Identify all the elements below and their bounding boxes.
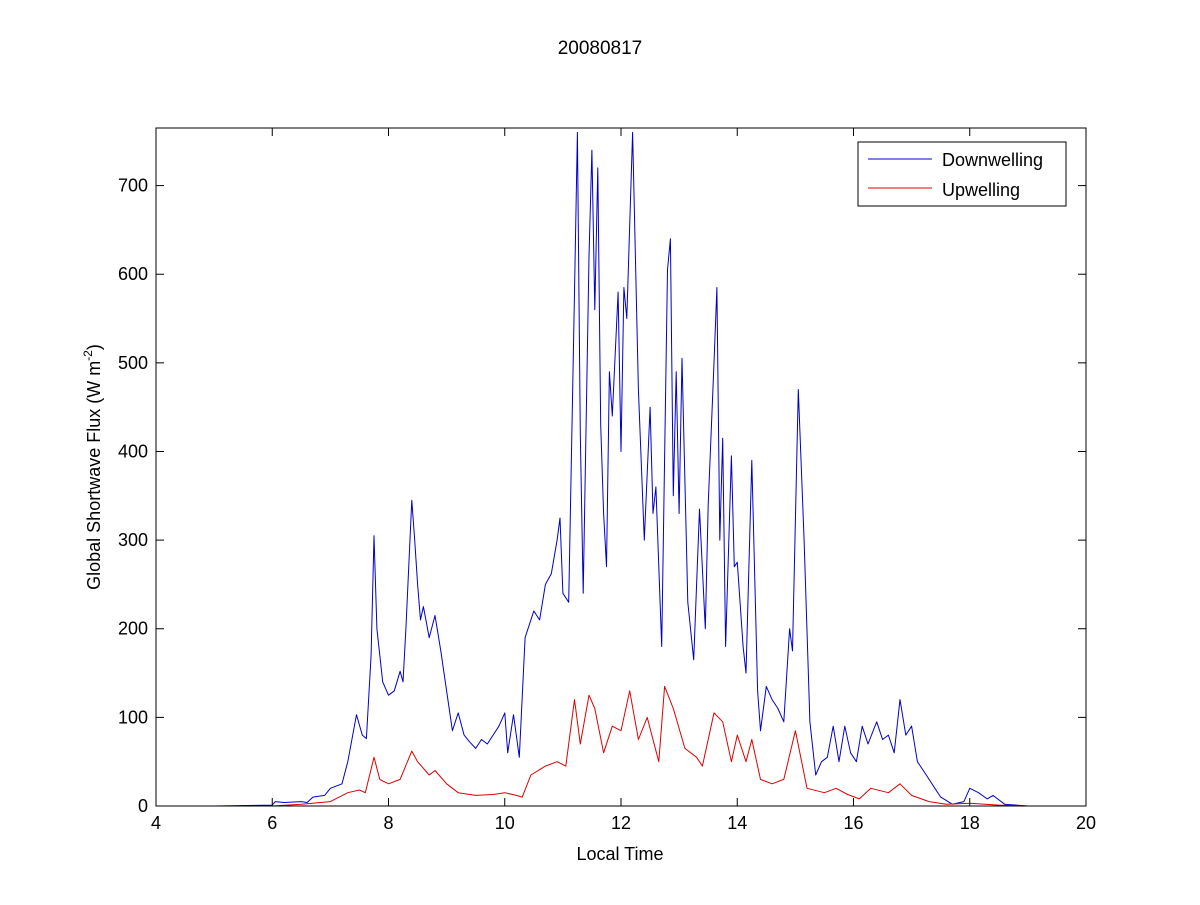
x-tick-label: 18 xyxy=(960,813,980,833)
legend-label-upwelling: Upwelling xyxy=(942,180,1020,200)
y-tick-label: 200 xyxy=(118,619,148,639)
legend-box xyxy=(857,141,1067,207)
series-line-downwelling xyxy=(167,131,1075,807)
x-tick-label: 12 xyxy=(611,813,631,833)
x-tick-label: 20 xyxy=(1076,813,1096,833)
x-tick-label: 4 xyxy=(151,813,161,833)
y-tick-label: 0 xyxy=(138,796,148,816)
x-tick-label: 10 xyxy=(495,813,515,833)
x-axis: 4 6 8 10 12 14 16 18 20 xyxy=(151,128,1096,833)
y-axis-label-superscript: -2 xyxy=(81,350,95,361)
y-axis-label-close: ) xyxy=(84,344,104,350)
y-axis-label-main: Global Shortwave Flux (W m xyxy=(84,361,104,590)
plot-area xyxy=(167,131,1075,807)
y-tick-label: 100 xyxy=(118,707,148,727)
y-tick-label: 400 xyxy=(118,441,148,461)
x-tick-label: 16 xyxy=(843,813,863,833)
x-tick-label: 14 xyxy=(727,813,747,833)
legend-label-downwelling: Downwelling xyxy=(942,150,1043,170)
chart-title: 20080817 xyxy=(558,38,643,59)
y-axis: 0 100 200 300 400 500 600 700 xyxy=(118,176,1086,816)
y-tick-label: 500 xyxy=(118,353,148,373)
y-axis-label: Global Shortwave Flux (W m-2) xyxy=(81,344,104,590)
y-tick-label: 700 xyxy=(118,176,148,196)
y-tick-label: 300 xyxy=(118,530,148,550)
x-axis-label: Local Time xyxy=(576,844,663,864)
x-tick-label: 8 xyxy=(383,813,393,833)
legend: Downwelling Upwelling xyxy=(857,141,1067,207)
series-line-upwelling xyxy=(167,685,1075,807)
x-tick-label: 6 xyxy=(267,813,277,833)
y-tick-label: 600 xyxy=(118,264,148,284)
